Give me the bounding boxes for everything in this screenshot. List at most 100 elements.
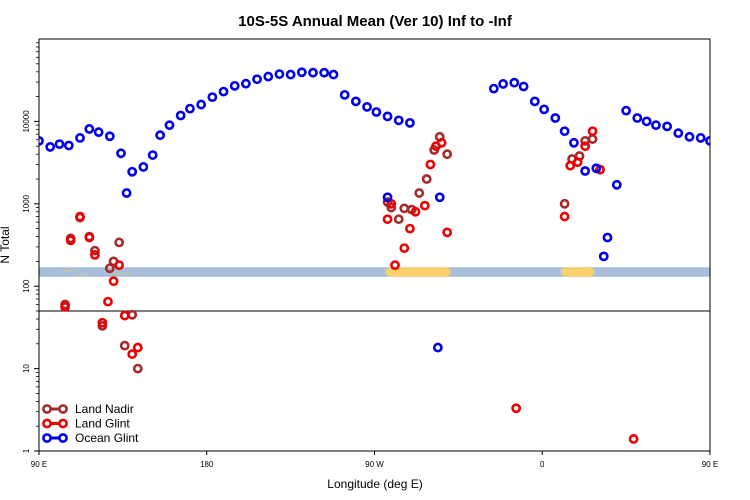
- data-point: [60, 302, 70, 312]
- data-point: [63, 140, 74, 151]
- data-point: [695, 133, 706, 143]
- data-point: [509, 77, 520, 88]
- data-point: [598, 251, 609, 262]
- island-speck: [122, 272, 125, 274]
- x-tick-label: 90 E: [702, 460, 718, 469]
- island-speck: [739, 270, 741, 272]
- y-tick-label: 1: [22, 448, 31, 453]
- data-point: [90, 249, 100, 260]
- data-point: [54, 139, 65, 150]
- data-point: [587, 134, 598, 144]
- data-point: [75, 211, 85, 222]
- data-point: [529, 96, 540, 107]
- data-point: [164, 120, 175, 131]
- data-point: [104, 263, 115, 274]
- data-point: [132, 363, 143, 374]
- data-point: [119, 340, 130, 351]
- data-point: [263, 71, 274, 82]
- data-point: [732, 303, 739, 310]
- data-point: [405, 117, 415, 128]
- legend-item: Ocean Glint: [42, 431, 139, 445]
- data-point: [498, 79, 509, 89]
- data-point: [591, 163, 602, 174]
- data-point: [121, 188, 132, 198]
- land-mass: [385, 267, 451, 277]
- island-speck: [118, 272, 121, 275]
- data-point: [350, 96, 361, 107]
- data-point: [127, 349, 138, 359]
- data-point: [442, 149, 453, 160]
- island-speck: [67, 269, 70, 272]
- data-point: [371, 107, 382, 117]
- data-point: [114, 260, 125, 271]
- data-point: [240, 78, 251, 89]
- data-point: [319, 67, 330, 78]
- data-point: [580, 166, 591, 176]
- data-point: [736, 142, 743, 149]
- data-point: [559, 198, 570, 209]
- data-point: [727, 141, 734, 148]
- data-point: [390, 260, 400, 271]
- data-point: [138, 162, 149, 172]
- ocean-band: [39, 267, 710, 277]
- data-point: [185, 103, 195, 114]
- data-point: [296, 67, 307, 78]
- island-speck: [63, 270, 66, 272]
- y-tick-label: 100: [22, 279, 31, 293]
- map-band-layer: [39, 267, 741, 277]
- data-point: [539, 104, 550, 115]
- data-point: [587, 126, 598, 137]
- legend-item: Land Glint: [42, 417, 130, 431]
- legend-swatch-marker: [42, 418, 52, 429]
- island-speck: [77, 274, 80, 277]
- data-point: [328, 69, 339, 80]
- data-point: [434, 192, 445, 203]
- data-point: [399, 243, 410, 253]
- data-point: [410, 206, 421, 217]
- island-speck: [127, 271, 130, 274]
- data-point: [559, 126, 570, 137]
- data-point: [436, 137, 447, 148]
- legend-swatch-marker: [42, 433, 52, 443]
- data-point: [405, 223, 415, 234]
- data-point: [572, 157, 583, 168]
- data-point: [421, 174, 432, 184]
- data-point: [382, 214, 393, 225]
- data-point: [621, 105, 632, 116]
- data-point: [565, 160, 576, 171]
- data-point: [393, 115, 404, 126]
- data-point: [65, 235, 76, 246]
- data-point: [103, 296, 113, 307]
- data-point: [414, 188, 425, 198]
- legend-swatch-marker: [42, 404, 52, 414]
- data-point: [119, 310, 130, 321]
- data-point: [511, 403, 522, 414]
- legend-label: Land Glint: [75, 417, 130, 431]
- data-point: [84, 124, 95, 134]
- data-point: [386, 202, 397, 213]
- axes-layer: 90 E 180 90 W 0 90 E 1 10 100 1000 10000: [22, 38, 718, 469]
- data-point: [207, 92, 218, 103]
- data-point: [97, 317, 108, 328]
- data-point: [382, 192, 393, 203]
- data-point: [673, 128, 684, 139]
- x-tick-label: 90 E: [31, 460, 47, 469]
- x-tick-label: 90 W: [365, 460, 384, 469]
- legend-label: Land Nadir: [75, 402, 134, 416]
- data-point: [339, 89, 350, 100]
- data-point: [127, 309, 138, 320]
- data-point: [229, 80, 240, 91]
- data-point: [632, 113, 643, 123]
- data-point: [559, 211, 570, 222]
- plot-frame: [38, 38, 711, 452]
- data-point: [718, 143, 725, 150]
- data-point: [218, 86, 229, 97]
- data-point: [274, 69, 285, 79]
- data-point: [651, 120, 661, 131]
- data-point: [488, 83, 499, 94]
- island-speck: [113, 273, 116, 275]
- chart-title: 10S-5S Annual Mean (Ver 10) Inf to -Inf: [238, 13, 513, 30]
- land-mass: [560, 267, 595, 277]
